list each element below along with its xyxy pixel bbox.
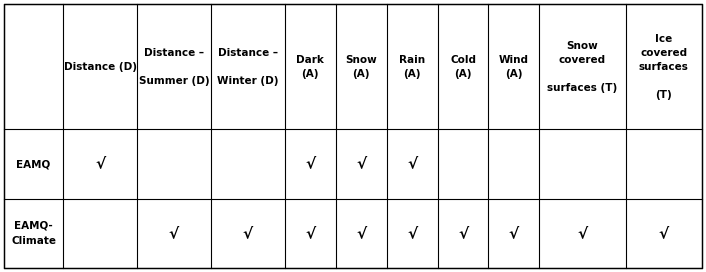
- Bar: [336, 199, 387, 268]
- Bar: [489, 4, 539, 129]
- Bar: [211, 199, 285, 268]
- Text: √: √: [95, 157, 105, 172]
- Bar: [285, 199, 336, 268]
- Text: EAMQ-
Climate: EAMQ- Climate: [11, 221, 56, 246]
- Bar: [626, 199, 702, 268]
- Bar: [336, 129, 387, 199]
- Bar: [489, 129, 539, 199]
- Bar: [387, 129, 438, 199]
- Text: Distance –

Winter (D): Distance – Winter (D): [217, 48, 279, 86]
- Bar: [63, 199, 137, 268]
- Text: √: √: [243, 226, 253, 241]
- Bar: [387, 199, 438, 268]
- Bar: [539, 129, 626, 199]
- Bar: [4, 129, 63, 199]
- Text: √: √: [407, 226, 417, 241]
- Text: EAMQ: EAMQ: [16, 159, 51, 169]
- Text: √: √: [305, 157, 316, 172]
- Text: Snow
covered

surfaces (T): Snow covered surfaces (T): [547, 41, 618, 93]
- Bar: [539, 199, 626, 268]
- Bar: [137, 199, 211, 268]
- Text: Snow
(A): Snow (A): [345, 55, 377, 79]
- Bar: [387, 4, 438, 129]
- Text: √: √: [578, 226, 587, 241]
- Text: Ice
covered
surfaces

(T): Ice covered surfaces (T): [639, 34, 689, 100]
- Bar: [438, 4, 489, 129]
- Bar: [137, 129, 211, 199]
- Bar: [626, 4, 702, 129]
- Text: √: √: [305, 226, 316, 241]
- Bar: [4, 4, 63, 129]
- Bar: [285, 4, 336, 129]
- Text: √: √: [169, 226, 179, 241]
- Bar: [626, 129, 702, 199]
- Text: Distance (D): Distance (D): [64, 62, 136, 72]
- Text: Dark
(A): Dark (A): [297, 55, 324, 79]
- Text: Distance –

Summer (D): Distance – Summer (D): [138, 48, 209, 86]
- Bar: [63, 129, 137, 199]
- Bar: [285, 129, 336, 199]
- Bar: [137, 4, 211, 129]
- Bar: [539, 4, 626, 129]
- Text: √: √: [659, 226, 669, 241]
- Text: √: √: [458, 226, 468, 241]
- Text: √: √: [509, 226, 519, 241]
- Bar: [4, 199, 63, 268]
- Bar: [336, 4, 387, 129]
- Bar: [438, 199, 489, 268]
- Bar: [211, 4, 285, 129]
- Bar: [211, 129, 285, 199]
- Text: √: √: [407, 157, 417, 172]
- Text: Rain
(A): Rain (A): [399, 55, 425, 79]
- Bar: [63, 4, 137, 129]
- Bar: [438, 129, 489, 199]
- Text: Wind
(A): Wind (A): [499, 55, 529, 79]
- Bar: [489, 199, 539, 268]
- Text: √: √: [356, 226, 366, 241]
- Text: √: √: [356, 157, 366, 172]
- Text: Cold
(A): Cold (A): [450, 55, 476, 79]
